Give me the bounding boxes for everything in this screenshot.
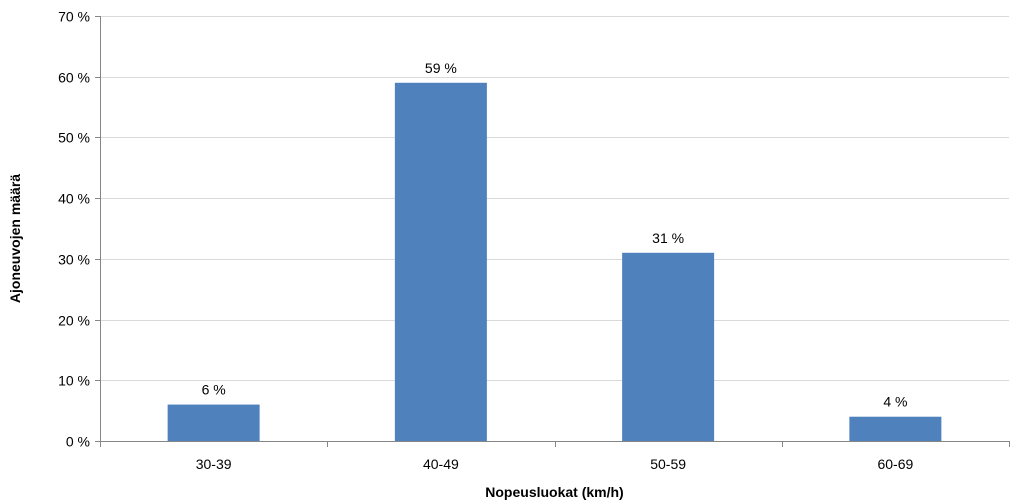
x-tick-labels: 30-39 40-49 50-59 60-69	[196, 456, 914, 472]
y-axis-title: Ajoneuvojen määrä	[7, 174, 23, 303]
data-label: 31 %	[652, 230, 684, 246]
y-tick-labels: 0 % 10 % 20 % 30 % 40 % 50 % 60 % 70 %	[58, 9, 100, 450]
data-labels: 6 % 59 % 31 % 4 %	[202, 60, 908, 410]
y-tick-label: 50 %	[58, 130, 90, 146]
x-axis-title: Nopeusluokat (km/h)	[485, 484, 623, 500]
y-tick-label: 10 %	[58, 373, 90, 389]
x-tick-label: 30-39	[196, 456, 232, 472]
x-tick-label: 50-59	[650, 456, 686, 472]
y-tick-label: 0 %	[66, 434, 90, 450]
gridlines	[100, 16, 1009, 381]
bar-40-49	[394, 82, 487, 442]
axes	[100, 16, 1009, 442]
y-tick-label: 60 %	[58, 70, 90, 86]
data-label: 6 %	[202, 382, 226, 398]
bar-30-39	[167, 404, 260, 441]
y-tick-label: 40 %	[58, 191, 90, 207]
data-label: 4 %	[883, 394, 907, 410]
bar-60-69	[849, 416, 942, 441]
y-tick-label: 20 %	[58, 313, 90, 329]
x-tick-marks	[100, 441, 1010, 447]
x-tick-label: 60-69	[877, 456, 913, 472]
y-tick-label: 30 %	[58, 252, 90, 268]
x-tick-label: 40-49	[423, 456, 459, 472]
bar-50-59	[622, 252, 715, 441]
bars	[167, 82, 942, 442]
y-tick-label: 70 %	[58, 9, 90, 25]
data-label: 59 %	[425, 60, 457, 76]
